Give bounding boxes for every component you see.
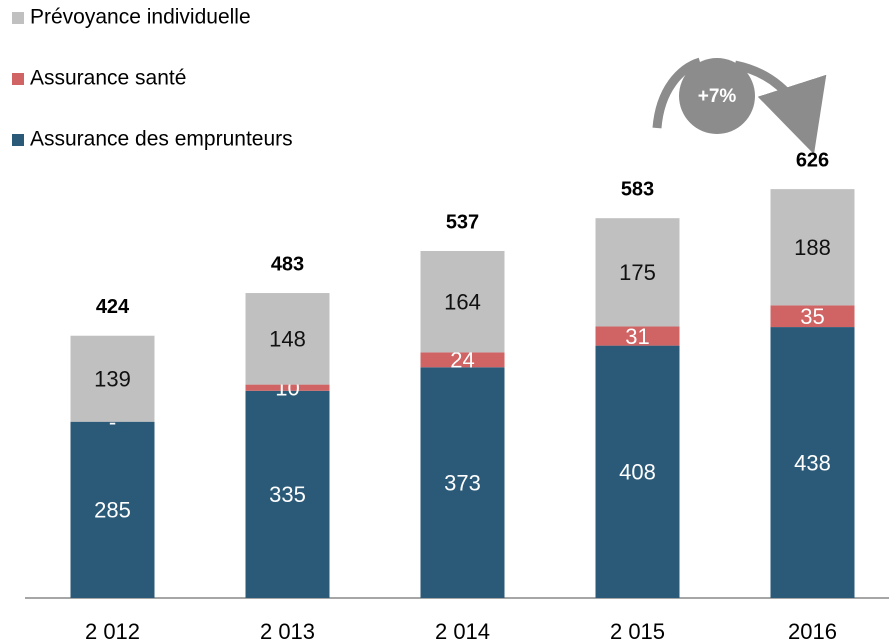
bar-segment bbox=[770, 305, 855, 328]
legend-label: Assurance santé bbox=[30, 67, 186, 90]
value-label: 335 bbox=[269, 482, 306, 507]
annotation-circle bbox=[679, 58, 755, 134]
value-label: 188 bbox=[794, 235, 831, 260]
bar-segment bbox=[70, 335, 155, 422]
bar-segment bbox=[420, 367, 505, 598]
value-label: 285 bbox=[94, 498, 131, 523]
bar-segment bbox=[70, 421, 155, 598]
bar-segment bbox=[245, 293, 330, 385]
value-label: 148 bbox=[269, 327, 306, 352]
x-tick-label: 2 015 bbox=[610, 619, 665, 644]
value-label: 438 bbox=[794, 450, 831, 475]
arrow bbox=[734, 60, 827, 155]
bar-segment bbox=[595, 345, 680, 598]
bar-segment bbox=[420, 250, 505, 353]
bar-segment bbox=[770, 327, 855, 598]
annotation-text: +7% bbox=[698, 86, 737, 107]
value-label: 175 bbox=[619, 260, 656, 285]
legend-swatch bbox=[12, 12, 24, 24]
bar-segment bbox=[245, 390, 330, 598]
value-label: 139 bbox=[94, 367, 131, 392]
value-label: 373 bbox=[444, 470, 481, 495]
x-tick-label: 2016 bbox=[788, 619, 837, 644]
value-label: - bbox=[109, 410, 116, 435]
bar-segment bbox=[595, 326, 680, 346]
growth-annotation: +7% bbox=[652, 57, 827, 155]
value-label: 408 bbox=[619, 460, 656, 485]
total-label: 424 bbox=[96, 296, 130, 318]
value-label: 164 bbox=[444, 290, 481, 315]
bar-segment bbox=[770, 189, 855, 306]
bar-segment bbox=[420, 352, 505, 368]
legend-label: Assurance des emprunteurs bbox=[30, 128, 293, 151]
x-tick-label: 2 014 bbox=[435, 619, 490, 644]
x-tick-label: 2 012 bbox=[85, 619, 140, 644]
value-label: 31 bbox=[625, 324, 649, 349]
total-label: 583 bbox=[621, 178, 654, 200]
total-label: 626 bbox=[796, 149, 829, 171]
total-label: 483 bbox=[271, 253, 304, 275]
total-label: 537 bbox=[446, 211, 479, 233]
arrow bbox=[652, 57, 702, 129]
bar-segment bbox=[595, 218, 680, 327]
bar-segment bbox=[245, 384, 330, 391]
value-label: 35 bbox=[800, 304, 824, 329]
legend-swatch bbox=[12, 73, 24, 85]
legend-swatch bbox=[12, 134, 24, 146]
x-tick-label: 2 013 bbox=[260, 619, 315, 644]
legend-label: Prévoyance individuelle bbox=[30, 6, 251, 29]
